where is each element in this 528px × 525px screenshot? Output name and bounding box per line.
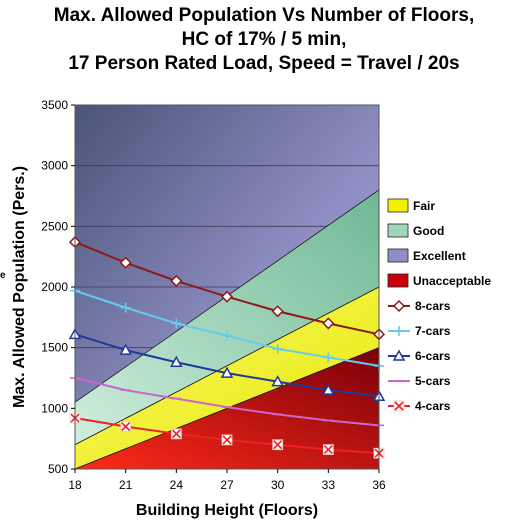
marker-7-cars-30 (272, 343, 283, 354)
x-tick-label: 36 (372, 478, 386, 492)
marker-8-cars-30 (271, 305, 284, 318)
zones (74, 189, 380, 470)
marker-8-cars-33 (322, 317, 335, 330)
legend-label-4-cars: 4-cars (415, 399, 451, 413)
y-tick-label: 3500 (41, 98, 68, 112)
y-tick-label: 3000 (41, 159, 68, 173)
x-tick-label: 27 (220, 478, 234, 492)
legend-swatch-excellent (387, 248, 409, 263)
legend-label-excellent: Excellent (413, 249, 466, 263)
marker-7-cars-24 (171, 318, 182, 329)
x-tick-label: 30 (271, 478, 285, 492)
y-axis-ticks: 500 1000 1500 2000 2500 3000 3500 (41, 98, 75, 476)
marker-6-cars-24 (170, 355, 183, 367)
x-tick-label: 21 (119, 478, 133, 492)
y-axis-label: Max. Allowed Population (Pers.) (11, 166, 28, 408)
legend-label-unacceptable: Unacceptable (413, 274, 491, 288)
legend-marker-8-cars (392, 299, 406, 313)
legend-label-5-cars: 5-cars (415, 374, 451, 388)
x-tick-label: 18 (68, 478, 82, 492)
marker-8-cars-24 (170, 274, 183, 287)
marker-4-cars-24 (170, 428, 182, 440)
marker-6-cars-27 (220, 366, 234, 378)
edge-mark: e (0, 270, 6, 281)
legend-label-7-cars: 7-cars (415, 324, 451, 338)
marker-6-cars-21 (119, 343, 132, 355)
legend-marker-7-cars (394, 326, 404, 336)
marker-6-cars-33 (322, 383, 335, 395)
marker-7-cars-33 (323, 352, 334, 363)
marker-4-cars-30 (272, 439, 284, 451)
legend-label-fair: Fair (413, 199, 435, 213)
legend-marker-4-cars (393, 400, 405, 412)
x-axis-label: Building Height (Floors) (136, 502, 318, 519)
legend-swatch-fair (387, 198, 409, 213)
y-tick-label: 1500 (41, 341, 68, 355)
chart-title-line-2: HC of 17% / 5 min, (181, 29, 347, 50)
legend-label-good: Good (413, 224, 444, 238)
y-tick-label: 2500 (41, 219, 68, 233)
chart-title-line-1: Max. Allowed Population Vs Number of Flo… (53, 5, 475, 26)
y-tick-label: 1000 (41, 401, 68, 415)
x-tick-label: 24 (170, 478, 184, 492)
y-tick-label: 2000 (41, 280, 68, 294)
legend-swatch-good (387, 223, 409, 238)
marker-4-cars-27 (221, 434, 233, 446)
chart-title: Max. Allowed Population Vs Number of Flo… (0, 4, 528, 76)
y-tick-label: 500 (48, 462, 68, 476)
x-tick-label: 33 (322, 478, 336, 492)
legend-label-6-cars: 6-cars (415, 349, 451, 363)
marker-7-cars-21 (120, 302, 131, 313)
marker-8-cars-21 (119, 256, 132, 269)
marker-4-cars-33 (322, 444, 334, 455)
marker-6-cars-30 (271, 375, 284, 387)
legend-label-8-cars: 8-cars (415, 299, 451, 313)
legend-marker-6-cars (392, 349, 406, 361)
marker-7-cars-27 (222, 330, 232, 341)
x-axis-ticks: 18 21 24 27 30 33 36 (68, 469, 386, 492)
legend-swatch-unacceptable (387, 273, 409, 288)
marker-8-cars-27 (220, 290, 234, 303)
legend: Fair Good Excellent Unacceptable 8-cars 7-car… (387, 198, 491, 413)
marker-4-cars-21 (120, 421, 132, 432)
chart-title-line-3: 17 Person Rated Load, Speed = Travel / 2… (68, 53, 460, 74)
